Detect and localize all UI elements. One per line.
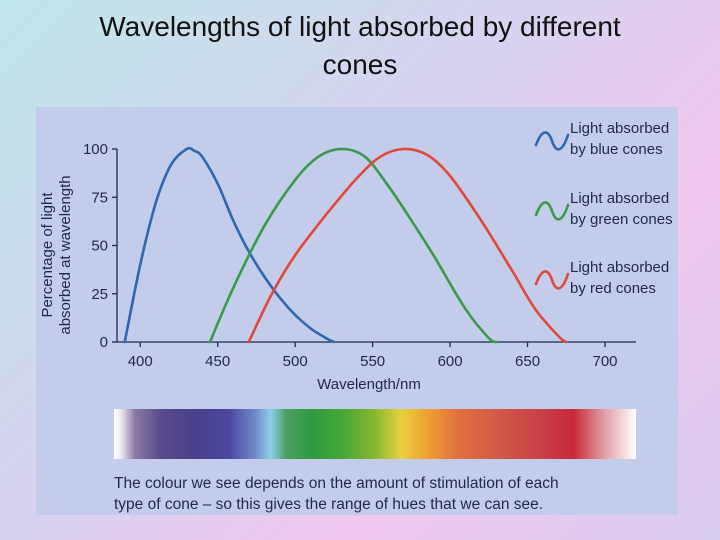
y-axis-label-line-1: Percentage of light <box>39 192 56 318</box>
x-tick-label: 450 <box>205 353 230 370</box>
legend-swatch <box>534 270 570 290</box>
legend-label-line-2: by green cones <box>570 211 673 228</box>
caption: The colour we see depends on the amount … <box>114 473 634 515</box>
visible-spectrum-bar <box>114 409 636 459</box>
legend-label-line-1: Light absorbed <box>570 120 669 137</box>
chart-axes <box>116 149 636 343</box>
legend-label-line-2: by blue cones <box>570 141 663 158</box>
x-tick-label: 550 <box>360 353 385 370</box>
blue-cone-curve <box>123 146 336 344</box>
legend-blue-cones: Light absorbed by blue cones <box>534 120 669 158</box>
y-tick-label: 50 <box>91 238 108 255</box>
y-tick-label: 75 <box>91 189 108 206</box>
series-lines <box>123 146 568 344</box>
absorption-chart: 0 25 50 75 100 400 450 500 550 600 650 700 Percent… <box>39 120 673 393</box>
green-cone-curve <box>208 147 498 344</box>
legend-swatch <box>534 131 570 151</box>
x-tick-label: 500 <box>283 353 308 370</box>
legend-swatch <box>534 201 570 221</box>
legend-green-cones: Light absorbed by green cones <box>534 190 673 228</box>
slide-title-line-2: cones <box>322 49 398 80</box>
legend-red-cones: Light absorbed by red cones <box>534 259 669 297</box>
legend-label-line-1: Light absorbed <box>570 259 669 276</box>
caption-line-2: type of cone – so this gives the range o… <box>114 496 544 513</box>
x-ticks: 400 450 500 550 600 650 700 <box>128 342 618 370</box>
y-tick-label: 25 <box>91 286 108 303</box>
x-tick-label: 400 <box>128 353 153 370</box>
y-tick-label: 0 <box>100 334 108 351</box>
y-ticks: 0 25 50 75 100 <box>83 141 117 351</box>
x-tick-label: 600 <box>438 353 463 370</box>
legend-label-line-2: by red cones <box>570 280 656 297</box>
figure-panel: 0 25 50 75 100 400 450 500 550 600 650 700 Percent… <box>36 107 678 515</box>
y-tick-label: 100 <box>83 141 108 158</box>
x-tick-label: 700 <box>592 353 617 370</box>
slide-title: Wavelengths of light absorbed by differe… <box>0 8 720 84</box>
x-tick-label: 650 <box>515 353 540 370</box>
slide-title-line-1: Wavelengths of light absorbed by differe… <box>99 11 621 42</box>
red-cone-curve <box>247 147 568 344</box>
legend-label-line-1: Light absorbed <box>570 190 669 207</box>
caption-line-1: The colour we see depends on the amount … <box>114 475 559 492</box>
x-axis-label: Wavelength/nm <box>317 376 421 393</box>
y-axis-label-line-2: absorbed at wavelength <box>57 175 74 334</box>
